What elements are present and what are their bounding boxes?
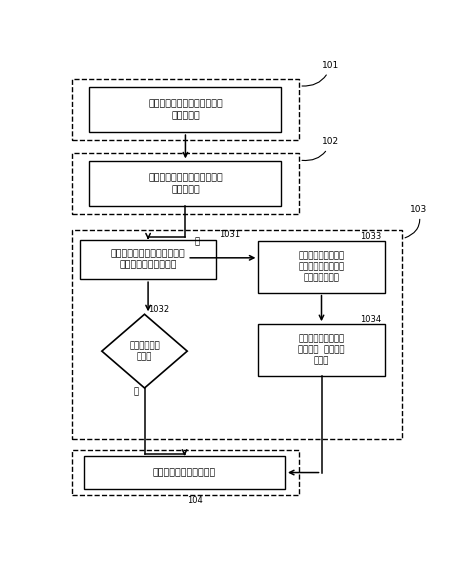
Bar (72, 79, 299, 140)
Text: 判断虚拟声源与替换扬声器组
的位置关系: 判断虚拟声源与替换扬声器组 的位置关系 (148, 99, 223, 120)
Text: 分配系数全为
正数？: 分配系数全为 正数？ (129, 341, 160, 361)
Text: 1032: 1032 (148, 305, 169, 314)
Bar (72, 450, 299, 495)
Bar (258, 324, 385, 376)
Bar (84, 456, 285, 489)
Bar (72, 153, 299, 214)
Text: 否: 否 (194, 237, 200, 246)
Text: 102: 102 (302, 137, 340, 161)
Text: 选取使得质子速度误
差最小的  组正数分
配系数: 选取使得质子速度误 差最小的 组正数分 配系数 (298, 335, 345, 366)
Bar (72, 230, 403, 439)
Text: 依据替换前后声压大
小和质子速度方向相
等计算分配系数: 依据替换前后声压大 小和质子速度方向相 等计算分配系数 (298, 251, 345, 283)
Text: 101: 101 (302, 61, 340, 86)
Text: 103: 103 (405, 205, 427, 238)
Text: 是: 是 (134, 388, 139, 397)
Bar (258, 241, 385, 293)
Text: 1034: 1034 (360, 315, 381, 324)
Text: 分配信号并删除虚拟声源: 分配信号并删除虚拟声源 (153, 468, 216, 477)
Bar (90, 161, 281, 206)
Bar (80, 239, 216, 279)
Text: 获得虚拟声源与替换扬声器组
的位置信息: 获得虚拟声源与替换扬声器组 的位置信息 (148, 173, 223, 194)
Polygon shape (102, 314, 187, 388)
Bar (90, 87, 281, 132)
Text: 104: 104 (187, 496, 202, 505)
Text: 依据替换前后声压和质子速度
严格相等计算分配系数: 依据替换前后声压和质子速度 严格相等计算分配系数 (111, 249, 185, 270)
Text: 1033: 1033 (360, 232, 381, 241)
Text: 1031: 1031 (219, 230, 241, 239)
